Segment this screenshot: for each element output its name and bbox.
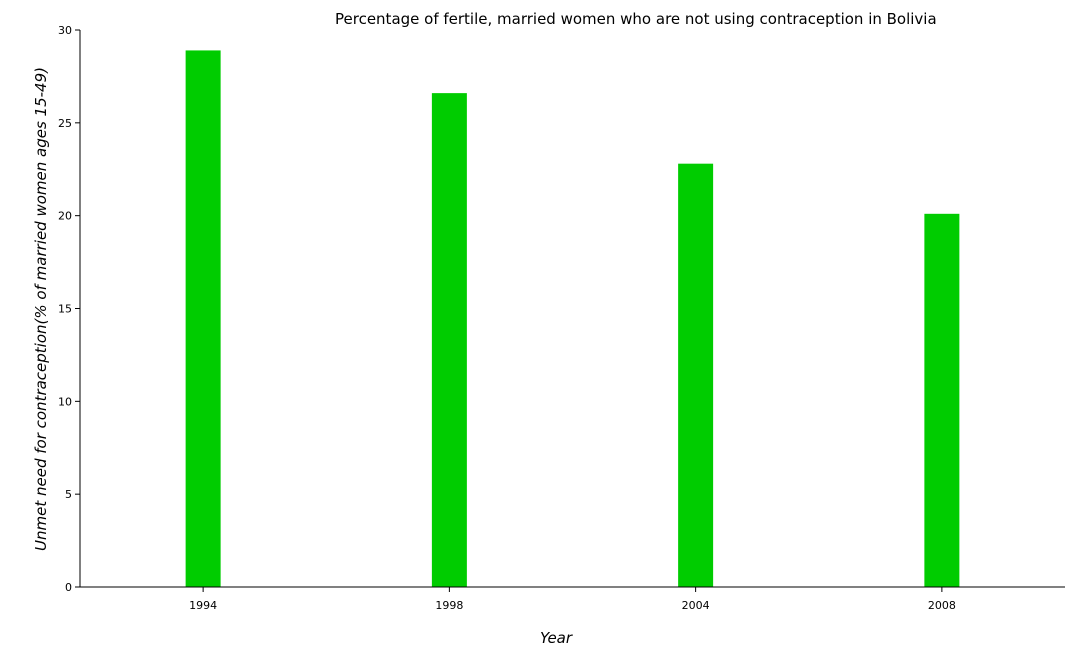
y-tick-label: 10 (58, 395, 72, 408)
x-axis: 1994 1998 2004 2008 (80, 586, 1065, 612)
y-tick-label: 0 (65, 581, 72, 594)
y-tick-label: 15 (58, 303, 72, 316)
x-tick-label: 2004 (682, 599, 710, 612)
bars-group (185, 50, 960, 588)
y-tick-label: 30 (58, 24, 72, 37)
bar-2004 (678, 163, 714, 587)
bar-1994 (185, 50, 221, 587)
x-axis-label: Year (540, 629, 573, 647)
chart-title: Percentage of fertile, married women who… (335, 10, 937, 28)
y-axis: 0 5 10 15 20 25 30 (58, 24, 81, 594)
y-tick-label: 25 (58, 117, 72, 130)
y-tick-label: 20 (58, 210, 72, 223)
bar-1998 (431, 93, 467, 588)
x-tick-label: 1994 (189, 599, 217, 612)
x-tick-label: 2008 (928, 599, 956, 612)
y-axis-label: Unmet need for contraception(% of marrie… (32, 67, 50, 551)
y-tick-label: 5 (65, 488, 72, 501)
x-tick-label: 1998 (435, 599, 463, 612)
bar-2008 (924, 213, 960, 587)
